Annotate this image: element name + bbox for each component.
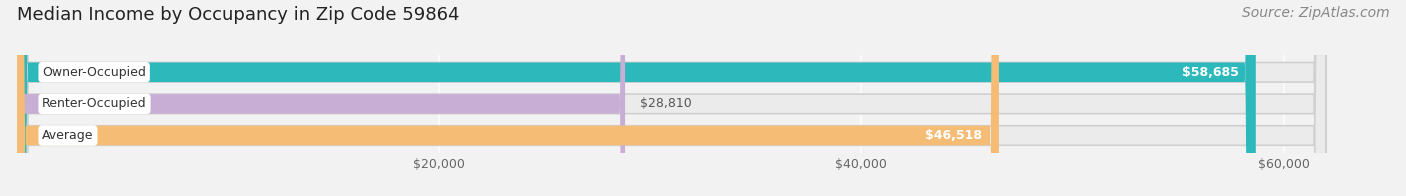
FancyBboxPatch shape [17, 0, 1256, 196]
Text: $28,810: $28,810 [640, 97, 692, 110]
Text: Average: Average [42, 129, 94, 142]
FancyBboxPatch shape [17, 0, 998, 196]
FancyBboxPatch shape [17, 0, 1326, 196]
Text: Median Income by Occupancy in Zip Code 59864: Median Income by Occupancy in Zip Code 5… [17, 6, 460, 24]
Text: Source: ZipAtlas.com: Source: ZipAtlas.com [1241, 6, 1389, 20]
FancyBboxPatch shape [17, 0, 626, 196]
Text: Owner-Occupied: Owner-Occupied [42, 66, 146, 79]
Text: $58,685: $58,685 [1182, 66, 1239, 79]
FancyBboxPatch shape [17, 0, 1326, 196]
FancyBboxPatch shape [17, 0, 1326, 196]
Text: Renter-Occupied: Renter-Occupied [42, 97, 146, 110]
Text: $46,518: $46,518 [925, 129, 981, 142]
